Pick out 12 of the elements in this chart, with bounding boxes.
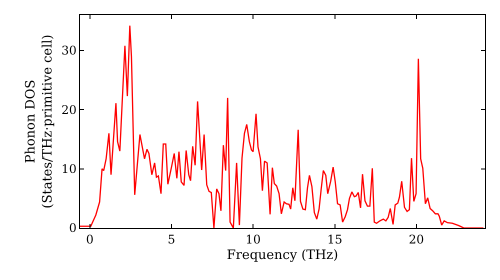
line-series	[80, 25, 484, 228]
x-tick-label: 0	[86, 232, 94, 246]
x-tick-label: 15	[327, 232, 342, 246]
y-tick-label: 0	[68, 221, 77, 236]
y-tick-label: 30	[61, 44, 77, 58]
x-tick-label: 5	[168, 232, 176, 246]
x-axis-title: Frequency (THz)	[226, 248, 338, 263]
x-tick-label: 10	[245, 232, 261, 246]
y-tick-label: 10	[61, 162, 77, 176]
x-tick-label: 20	[408, 232, 424, 246]
y-tick-label: 20	[61, 102, 77, 117]
y-axis-title: Phonon DOS (States/THz·primitive cell)	[23, 34, 56, 209]
